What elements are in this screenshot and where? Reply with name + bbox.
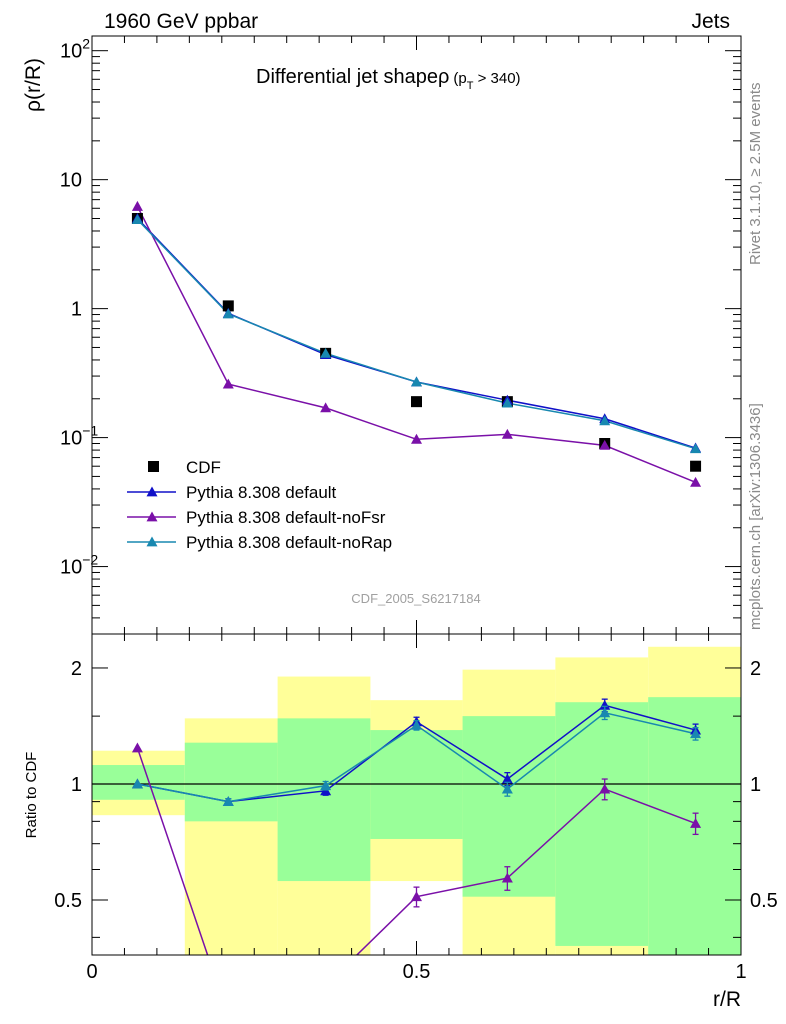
legend-marker-data (148, 461, 159, 472)
ratio-point-noFsr (501, 872, 513, 883)
ratio-uncertainty-bands (92, 646, 741, 955)
ratio-panel: 0.5 0.51 12 2 0 0.5 1 Ratio to CDF r/R (23, 633, 778, 1021)
main-point-noFsr (320, 402, 332, 413)
main-point-data (411, 396, 422, 408)
ratio-point-noRap (501, 783, 513, 794)
header-left-label: 1960 GeV ppbar (104, 10, 258, 33)
ratio-point-noRap (599, 707, 611, 718)
ratio-y-axis-label: Ratio to CDF (23, 752, 40, 839)
ratio-y-tick-label-right: 1 (750, 774, 761, 796)
legend-marker-default (146, 486, 158, 497)
main-point-data (222, 300, 234, 312)
ratio-x-ticks: 0 0.5 1 (86, 634, 747, 983)
main-point-noFsr (599, 439, 611, 450)
ratio-point-noRap (320, 780, 332, 791)
ratio-point-noFsr (223, 1011, 234, 1021)
main-point-noRap (599, 415, 611, 426)
x-tick-label: 0.5 (403, 961, 431, 983)
main-point-noFsr (501, 428, 513, 439)
header-right-label: Jets (691, 10, 730, 33)
ratio-point-noFsr (599, 783, 611, 794)
ratio-inner-band (462, 716, 556, 897)
main-point-noRap (501, 397, 513, 408)
main-point-noRap (222, 308, 234, 319)
main-markers (131, 200, 702, 487)
title-sub-rest: > 340) (473, 70, 520, 87)
ratio-inner-band (555, 702, 649, 946)
ratio-point-default (599, 699, 611, 710)
tick-base: 10 (60, 557, 82, 579)
main-point-noRap (690, 443, 702, 454)
main-point-noRap (411, 376, 422, 387)
main-point-noRap (320, 347, 332, 358)
ratio-y-tick-label-right: 2 (750, 658, 761, 680)
mcplots-label: mcplots.cern.ch [arXiv:1306.3436] (747, 403, 764, 630)
main-point-noFsr (222, 378, 234, 389)
main-y-tick-label: 102 (60, 36, 90, 63)
ratio-y-tick-label: 1 (71, 774, 82, 796)
ratio-y-ticks: 0.5 0.5 1 1 2 2 (54, 658, 778, 938)
ratio-point-noFsr (320, 980, 331, 990)
ratio-point-noRap (690, 728, 702, 739)
tick-exponent: 2 (82, 36, 90, 52)
tick-exponent: −1 (82, 423, 98, 439)
legend-label-default: Pythia 8.308 default (186, 483, 337, 502)
x-axis-label: r/R (713, 988, 741, 1011)
main-series-line-default (136, 217, 696, 449)
legend-label-noFsr: Pythia 8.308 default-noFsr (186, 508, 386, 527)
title-sub-t: T (467, 80, 474, 92)
ratio-point-noFsr (411, 891, 422, 902)
legend-label-noRap: Pythia 8.308 default-noRap (186, 533, 392, 552)
ratio-markers (131, 698, 702, 1021)
main-point-noRap (131, 214, 143, 225)
ratio-y-tick-label-right: 0.5 (750, 890, 778, 912)
main-series-line-noRap (136, 219, 696, 450)
tick-exponent: −2 (82, 552, 98, 568)
main-x-ticks (91, 36, 742, 634)
main-y-axis-label: ρ(r/R) (22, 58, 45, 112)
tick-base: 10 (60, 170, 82, 192)
ratio-point-noRap (222, 796, 234, 807)
main-point-noFsr (411, 433, 422, 444)
main-point-data (690, 460, 702, 472)
ratio-point-default (501, 773, 513, 784)
ratio-inner-band (277, 718, 371, 882)
main-y-tick-label: 10 (60, 170, 82, 192)
ratio-y-tick-label: 0.5 (54, 890, 82, 912)
ratio-inner-band (184, 742, 278, 822)
rivet-version-label: Rivet 3.1.10, ≥ 2.5M events (747, 83, 764, 266)
ratio-point-noRap (131, 778, 143, 789)
tick-base: 1 (71, 299, 82, 321)
title-sub-p: (p (453, 70, 466, 87)
main-y-tick-label: 10−1 (60, 423, 98, 450)
x-tick-label: 0 (86, 961, 97, 983)
main-point-noFsr (690, 476, 702, 487)
main-point-noFsr (131, 200, 143, 211)
legend-marker-noFsr (146, 511, 158, 522)
main-y-tick-label: 1 (71, 299, 82, 321)
analysis-watermark: CDF_2005_S6217184 (351, 591, 480, 606)
legend-marker-noRap (146, 536, 158, 547)
title-main-text: Differential jet shapeρ (256, 66, 449, 88)
tick-base: 10 (60, 41, 82, 63)
x-tick-label: 1 (735, 961, 746, 983)
ratio-point-noRap (411, 719, 422, 730)
ratio-y-tick-label: 2 (71, 658, 82, 680)
legend: CDF Pythia 8.308 default Pythia 8.308 defa… (127, 458, 392, 552)
ratio-point-noFsr (690, 817, 702, 828)
legend-label-data: CDF (186, 458, 221, 477)
ratio-point-noFsr (131, 742, 143, 753)
main-chart-title: Differential jet shapeρ (pT > 340) (256, 66, 521, 92)
main-y-tick-label: 10−2 (60, 552, 98, 579)
tick-base: 10 (60, 428, 82, 450)
